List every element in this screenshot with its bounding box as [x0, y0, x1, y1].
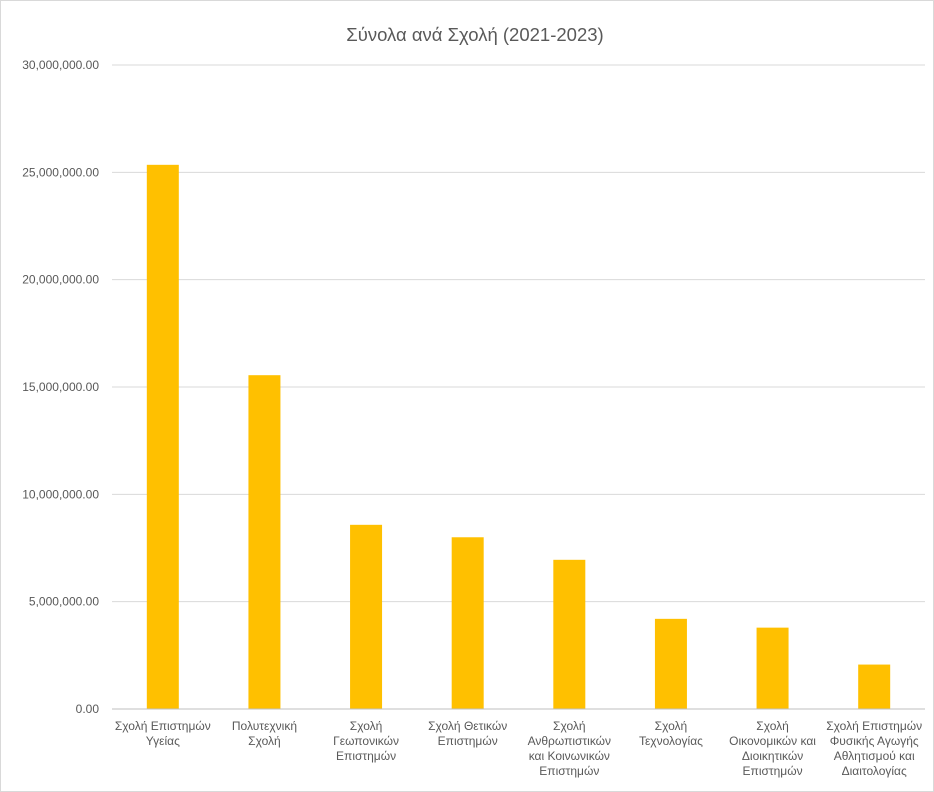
bar	[350, 524, 383, 709]
bar	[248, 375, 281, 709]
x-category-label: Σχολή Γεωπονικών Επιστημών	[333, 719, 399, 763]
y-tick-label: 5,000,000.00	[29, 595, 99, 609]
x-category-label: Σχολή Τεχνολογίας	[639, 719, 703, 748]
x-category-label: Πολυτεχνική Σχολή	[232, 719, 297, 748]
x-category-label: Σχολή Θετικών Επιστημών	[428, 719, 507, 748]
gridlines	[112, 64, 925, 603]
y-tick-label: 20,000,000.00	[22, 273, 99, 287]
bar	[654, 618, 687, 709]
bar	[756, 627, 789, 709]
bar	[858, 664, 891, 709]
x-axis-categories: Σχολή Επιστημών Υγείας Πολυτεχνική Σχολή Σχο…	[115, 719, 922, 778]
x-category-label: Σχολή Ανθρωπιστικών και Κοινωνικών Επιστημώ…	[528, 719, 611, 778]
bars	[146, 164, 891, 709]
chart-title: Σύνολα ανά Σχολή (2021-2023)	[346, 24, 603, 45]
y-tick-label: 30,000,000.00	[22, 58, 99, 72]
bar	[146, 164, 179, 709]
y-tick-label: 25,000,000.00	[22, 165, 99, 179]
y-axis-ticks: 0.00 5,000,000.00 10,000,000.00 15,000,000.…	[22, 58, 99, 716]
y-tick-label: 10,000,000.00	[22, 487, 99, 501]
x-category-label: Σχολή Επιστημών Φυσικής Αγωγής Αθλητισμού …	[826, 719, 922, 778]
x-category-label: Σχολή Επιστημών Υγείας	[115, 719, 211, 748]
bar	[451, 537, 484, 709]
bar	[553, 559, 586, 709]
x-category-label: Σχολή Οικονομικών και Διοικητικών Επιστημών	[729, 719, 816, 778]
y-tick-label: 15,000,000.00	[22, 380, 99, 394]
y-tick-label: 0.00	[76, 702, 100, 716]
